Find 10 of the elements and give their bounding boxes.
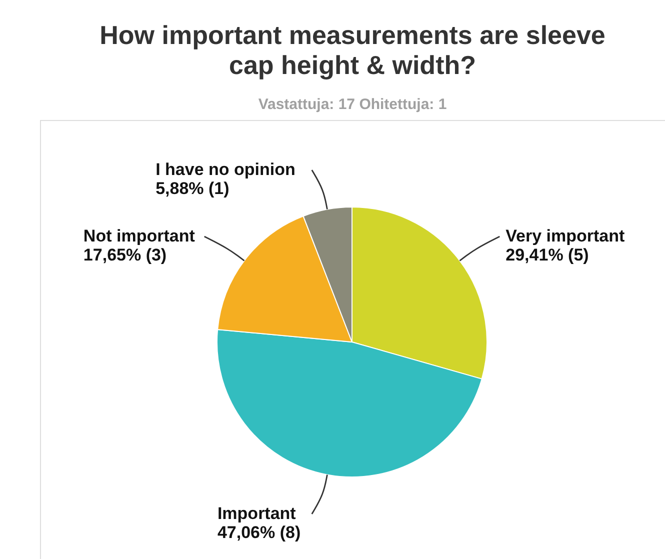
chart-subtitle: Vastattuja: 17 Ohitettuja: 1 [258,96,447,113]
data-label: 17,65% (3) [83,246,167,265]
data-label: 5,88% (1) [156,178,230,198]
slice-label: Very important [506,226,626,246]
data-label: 47,06% (8) [217,523,301,542]
slice-label: Not important [83,226,196,246]
chart-title: How important measurements are sleeve cap height & width? [100,20,606,80]
data-label: 29,41% (5) [506,246,589,265]
slice-label: Important [217,504,296,524]
slice-label: I have no opinion [156,160,296,179]
